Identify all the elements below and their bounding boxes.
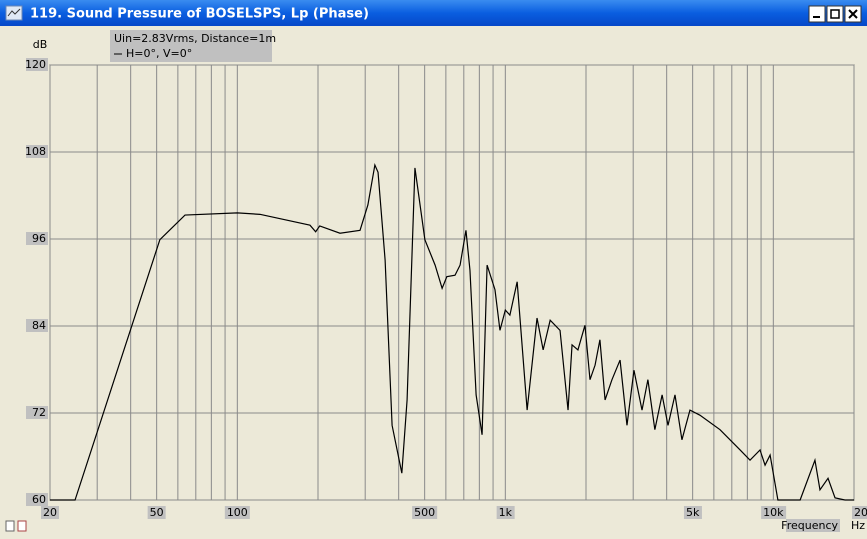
annotation: Uin=2.83Vrms, Distance=1m: [114, 32, 276, 45]
x-axis-label: Frequency: [781, 519, 838, 532]
x-tick-label-bg: [852, 506, 867, 519]
x-tick-label-bg: [683, 506, 702, 519]
y-tick-label-bg: [26, 145, 48, 158]
x-tick-label: 10k: [763, 506, 784, 519]
minimize-button[interactable]: [808, 5, 826, 23]
y-tick-label: 96: [32, 232, 46, 245]
y-tick-label-bg: [26, 319, 48, 332]
maximize-glyph: [830, 9, 840, 19]
y-tick-label-bg: [26, 493, 48, 506]
x-tick-label-bg: [147, 506, 166, 519]
plot-area: [49, 64, 855, 501]
y-tick-label: 120: [25, 58, 46, 71]
x-tick-label: 500: [414, 506, 435, 519]
x-tick-label: 20k: [854, 506, 867, 519]
x-tick-label: 50: [150, 506, 164, 519]
y-tick-label: 72: [32, 406, 46, 419]
x-tick-label: 5k: [686, 506, 700, 519]
x-tick-label-bg: [224, 506, 250, 519]
corner-icon[interactable]: [5, 520, 15, 532]
x-tick-label-bg: [41, 506, 59, 519]
y-tick-label-bg: [26, 58, 48, 71]
legend-entry: H=0°, V=0°: [126, 47, 192, 60]
window-icon-graph: [7, 8, 21, 17]
close-glyph: [848, 9, 858, 19]
series-line: [50, 162, 854, 501]
x-unit: Hz: [851, 519, 865, 532]
x-tick-label: 1k: [499, 506, 513, 519]
x-tick-label: 20: [43, 506, 57, 519]
x-tick-label-bg: [761, 506, 787, 519]
title-bar: [0, 0, 867, 26]
window-title: 119. Sound Pressure of BOSELSPS, Lp (Pha…: [30, 7, 369, 22]
x-tick-label: 100: [227, 506, 248, 519]
x-label-bg: [786, 519, 840, 532]
maximize-button[interactable]: [826, 5, 844, 23]
y-tick-label: 60: [32, 493, 46, 506]
y-tick-label-bg: [26, 232, 48, 245]
window-buttons[interactable]: [808, 5, 862, 23]
x-tick-label-bg: [496, 506, 515, 519]
y-axis-label: dB: [33, 38, 48, 51]
y-tick-label: 108: [25, 145, 46, 158]
y-tick-label: 84: [32, 319, 46, 332]
corner-icon[interactable]: [17, 520, 27, 532]
legend-box: [110, 30, 272, 62]
y-tick-label-bg: [26, 406, 48, 419]
x-tick-label-bg: [412, 506, 438, 519]
